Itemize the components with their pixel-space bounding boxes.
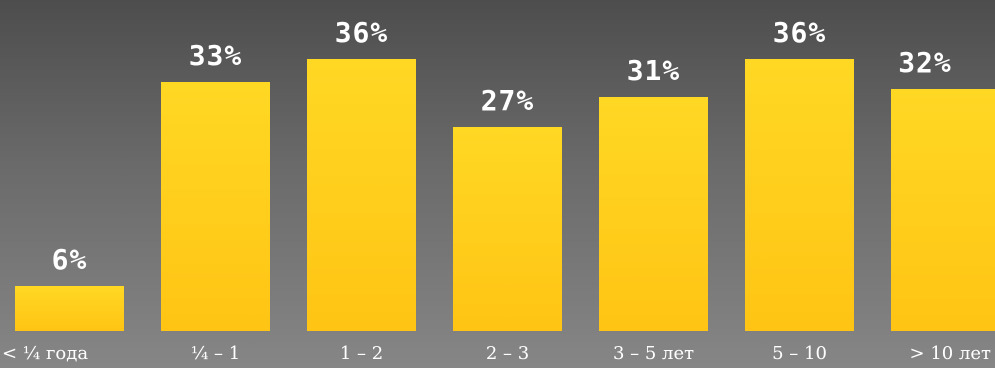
- bar: [891, 89, 995, 331]
- bar: [15, 286, 124, 331]
- bar: [599, 97, 708, 331]
- data-label: 36%: [772, 16, 827, 49]
- bar: [161, 82, 270, 331]
- x-tick-label: 1 – 2: [339, 343, 384, 364]
- data-label: 6%: [51, 243, 88, 276]
- bar: [307, 59, 416, 331]
- x-tick-label: 2 – 3: [485, 343, 530, 364]
- x-tick-label: ¼ – 1: [190, 343, 241, 364]
- bar: [745, 59, 854, 331]
- x-tick-label: 3 – 5 лет: [612, 343, 695, 364]
- data-label: 27%: [480, 84, 535, 117]
- x-tick-label: < ¼ года: [2, 343, 89, 364]
- x-tick-label: > 10 лет: [909, 343, 991, 364]
- bar: [453, 127, 562, 331]
- data-label: 36%: [334, 16, 389, 49]
- data-label: 31%: [626, 54, 681, 87]
- data-label: 32%: [898, 46, 952, 79]
- data-label: 33%: [188, 39, 243, 72]
- x-tick-label: 5 – 10: [772, 343, 827, 364]
